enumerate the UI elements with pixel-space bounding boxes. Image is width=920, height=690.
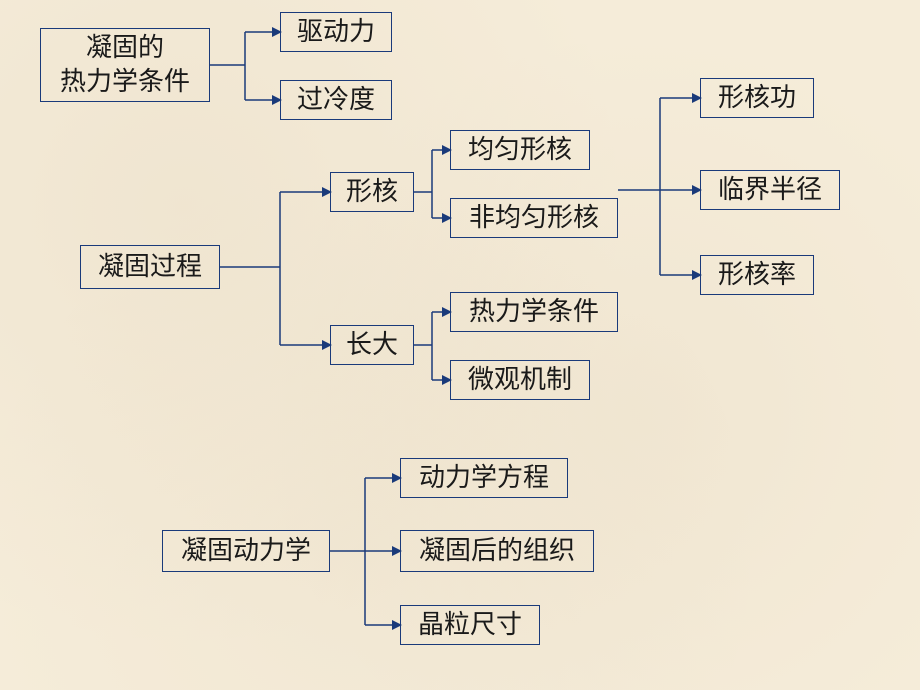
node-nucleation-work: 形核功 [700, 78, 814, 118]
node-homogeneous: 均匀形核 [450, 130, 590, 170]
node-heterogeneous: 非均匀形核 [450, 198, 618, 238]
node-micro-mechanism: 微观机制 [450, 360, 590, 400]
node-thermo-conditions: 凝固的 热力学条件 [40, 28, 210, 102]
node-thermo-cond-2: 热力学条件 [450, 292, 618, 332]
node-nucleation: 形核 [330, 172, 414, 212]
node-solidification-process: 凝固过程 [80, 245, 220, 289]
node-structure: 凝固后的组织 [400, 530, 594, 572]
node-growth: 长大 [330, 325, 414, 365]
node-kinetic-equation: 动力学方程 [400, 458, 568, 498]
node-subcooling: 过冷度 [280, 80, 392, 120]
node-critical-radius: 临界半径 [700, 170, 840, 210]
node-grain-size: 晶粒尺寸 [400, 605, 540, 645]
node-kinetics: 凝固动力学 [162, 530, 330, 572]
node-driving-force: 驱动力 [280, 12, 392, 52]
node-nucleation-rate: 形核率 [700, 255, 814, 295]
